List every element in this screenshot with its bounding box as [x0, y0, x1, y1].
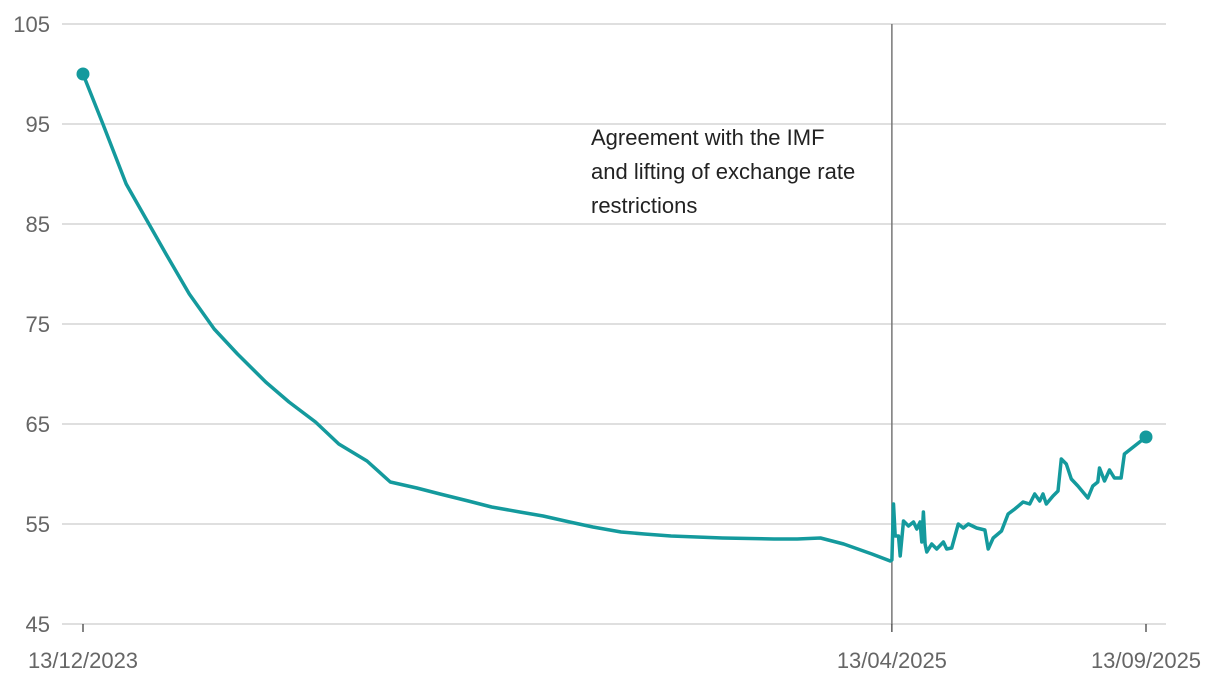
annotation-text: Agreement with the IMF and lifting of exc… — [591, 125, 855, 218]
series-line — [81, 72, 1148, 563]
y-tick-label: 85 — [26, 212, 50, 237]
y-tick-label: 45 — [26, 612, 50, 637]
x-tick-label: 13/09/2025 — [1091, 648, 1201, 673]
x-axis: 13/12/2023 13/04/2025 13/09/2025 — [28, 624, 1201, 673]
y-tick-label: 65 — [26, 412, 50, 437]
annotation: Agreement with the IMF and lifting of exc… — [591, 24, 893, 624]
y-tick-label: 75 — [26, 312, 50, 337]
y-gridlines — [62, 23, 1166, 625]
y-tick-label: 105 — [13, 12, 50, 37]
y-tick-label: 95 — [26, 112, 50, 137]
annotation-line-text: Agreement with the IMF — [591, 125, 825, 150]
y-tick-label: 55 — [26, 512, 50, 537]
x-tick-label: 13/12/2023 — [28, 648, 138, 673]
end-point-marker — [1139, 430, 1153, 444]
y-axis-tick-labels: 105 95 85 75 65 55 45 — [13, 12, 50, 637]
start-point-marker — [76, 67, 90, 81]
annotation-line-text: restrictions — [591, 193, 697, 218]
series-group — [76, 67, 1153, 563]
x-tick-label: 13/04/2025 — [837, 648, 947, 673]
annotation-line-text: and lifting of exchange rate — [591, 159, 855, 184]
